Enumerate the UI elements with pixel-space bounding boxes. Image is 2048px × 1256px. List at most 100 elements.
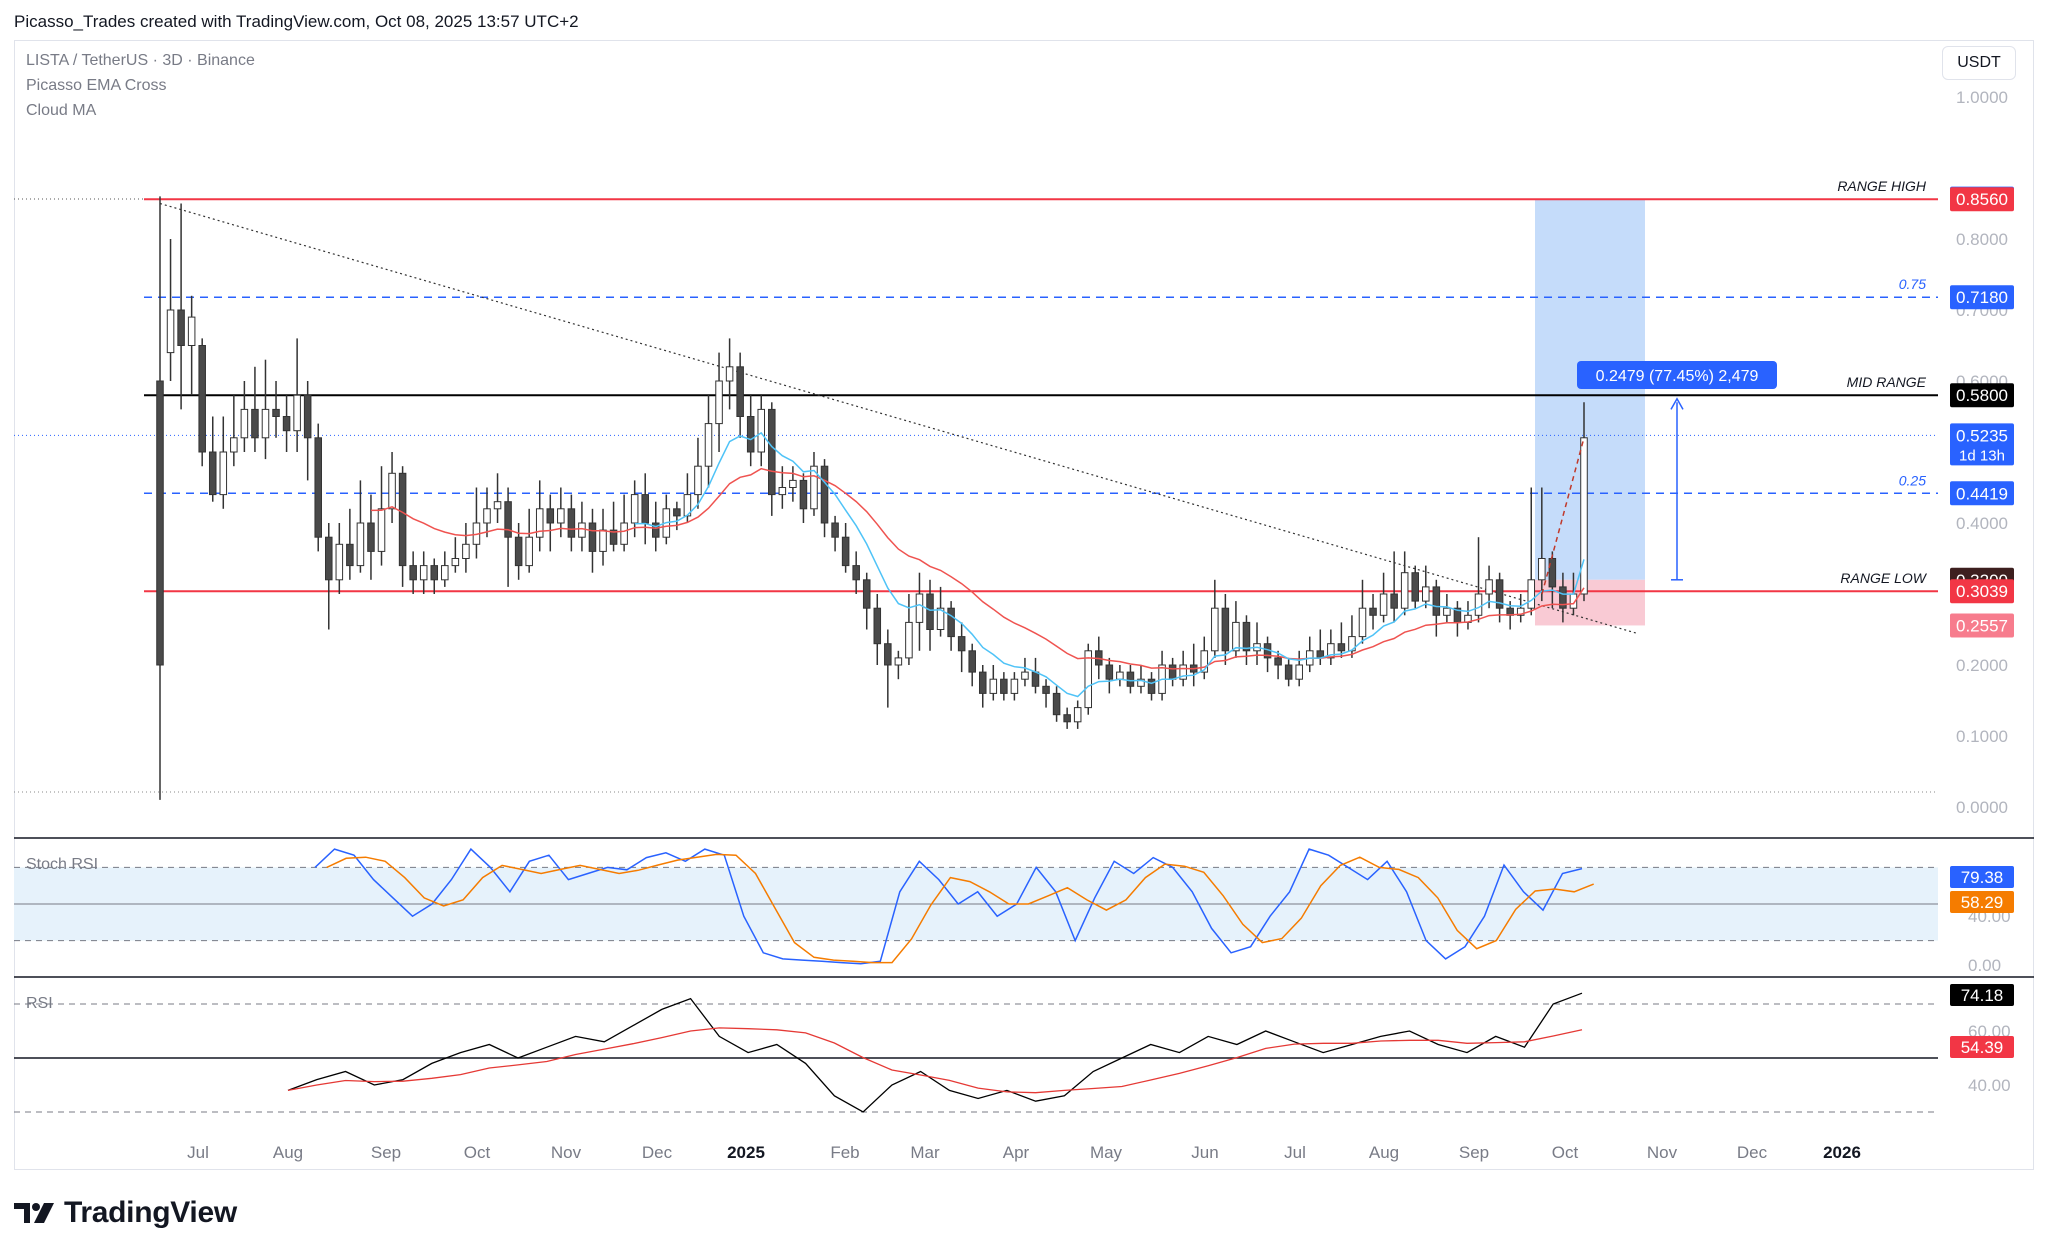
- candle-body: [441, 565, 449, 581]
- candle-body: [1137, 678, 1145, 687]
- x-tick-label: Apr: [1003, 1143, 1030, 1162]
- candle-body: [1084, 650, 1093, 709]
- candle-body: [514, 536, 523, 567]
- candle-body: [957, 636, 966, 652]
- legend-symbol[interactable]: LISTA / TetherUS · 3D · Binance: [26, 52, 255, 69]
- candle-body: [230, 437, 238, 453]
- x-tick-label: Sep: [1459, 1143, 1489, 1162]
- candle-body: [451, 558, 460, 567]
- x-tick-label: 2026: [1823, 1143, 1861, 1162]
- candle-body: [1295, 664, 1303, 680]
- candle-body: [1390, 593, 1398, 609]
- candle-body: [1274, 657, 1282, 666]
- level-label: 0.75: [1899, 276, 1926, 292]
- candle-body: [630, 494, 639, 524]
- candle-body: [1432, 586, 1441, 616]
- candle-body: [1485, 579, 1493, 595]
- x-tick-label: Nov: [551, 1143, 582, 1162]
- stoch-price-tag: [1950, 891, 2014, 913]
- x-tick-label: Feb: [830, 1143, 859, 1162]
- price-tag-label: 0.5235: [1956, 426, 2008, 445]
- candle-body: [1369, 607, 1377, 616]
- candle-body: [1284, 664, 1293, 680]
- candle-body: [1358, 607, 1367, 638]
- candle-body: [757, 408, 766, 453]
- stoch-tick: 0.00: [1968, 956, 2001, 975]
- price-tag-countdown: 1d 13h: [1959, 447, 2005, 464]
- candle-body: [1063, 714, 1071, 723]
- candle-body: [1559, 586, 1567, 609]
- price-tag: [1950, 383, 2014, 408]
- candle-body: [419, 565, 428, 581]
- price-tag: [1950, 423, 2014, 466]
- legend-indicator-ema[interactable]: Picasso EMA Cross: [26, 77, 167, 94]
- currency-button[interactable]: USDT: [1942, 46, 2016, 80]
- rsi-price-tag: [1950, 984, 2014, 1006]
- candle-body: [862, 579, 871, 609]
- x-tick-label: Oct: [464, 1143, 491, 1162]
- candle-body: [177, 309, 185, 346]
- x-tick-label: Mar: [910, 1143, 940, 1162]
- candle-body: [1042, 685, 1050, 694]
- candle-body: [1021, 671, 1029, 680]
- candle-body: [1052, 692, 1061, 716]
- candle-body: [282, 416, 291, 432]
- tradingview-logo[interactable]: TradingView: [14, 1196, 237, 1230]
- candle-body: [852, 565, 860, 581]
- candle-body: [1400, 572, 1409, 609]
- candle-body: [1073, 707, 1082, 723]
- chart-canvas[interactable]: 1.00000.80000.70000.60000.40000.20000.10…: [0, 0, 2048, 1180]
- stoch-d-line: [326, 853, 1594, 964]
- candle-body: [535, 508, 544, 538]
- stoch-k-line: [314, 847, 1583, 965]
- price-tag: [1950, 579, 2014, 604]
- candle-body: [240, 408, 249, 439]
- measure-arrow-head: [1670, 397, 1684, 410]
- x-tick-label: Oct: [1552, 1143, 1579, 1162]
- candle-body: [272, 408, 280, 417]
- candle-body: [778, 487, 787, 496]
- chart-credit: Picasso_Trades created with TradingView.…: [14, 12, 579, 31]
- measure-label: 0.2479 (77.45%) 2,479: [1596, 368, 1759, 385]
- candle-body: [588, 522, 597, 552]
- candle-body: [989, 678, 998, 694]
- x-tick-label: May: [1090, 1143, 1123, 1162]
- price-tag-label: 0.3039: [1956, 582, 2008, 601]
- candle-body: [1232, 621, 1240, 652]
- legend-indicator-cloud[interactable]: Cloud MA: [26, 102, 97, 119]
- candle-body: [926, 593, 934, 630]
- candle-body: [1126, 671, 1135, 687]
- position-stop-zone: [1535, 579, 1645, 626]
- candle-body: [325, 536, 333, 581]
- rsi-price-tag-label: 54.39: [1961, 1038, 2004, 1057]
- candle-body: [894, 657, 903, 666]
- x-tick-label: Nov: [1647, 1143, 1678, 1162]
- candle-body: [641, 494, 649, 524]
- x-tick-label: Jun: [1191, 1143, 1218, 1162]
- candle-body: [936, 607, 945, 631]
- stoch-price-tag-label: 79.38: [1961, 868, 2004, 887]
- candle-body: [409, 565, 417, 581]
- x-tick-label: Aug: [1369, 1143, 1399, 1162]
- candle-body: [978, 671, 987, 694]
- candle-body: [346, 543, 354, 567]
- candle-body: [504, 501, 512, 538]
- candle-body: [1221, 607, 1230, 652]
- price-tag: [1950, 285, 2014, 310]
- x-tick-label: Jul: [1284, 1143, 1306, 1162]
- rsi-tick: 40.00: [1968, 1076, 2011, 1095]
- candle-body: [156, 380, 164, 666]
- candle-body: [599, 529, 607, 552]
- candle-body: [968, 650, 976, 673]
- candle-body: [1580, 437, 1588, 595]
- trendline: [159, 202, 1637, 634]
- candle-body: [841, 536, 850, 567]
- candle-body: [915, 593, 924, 623]
- rsi-title: RSI: [26, 995, 53, 1012]
- ema-fast-line: [634, 431, 1585, 698]
- top-bar: Picasso_Trades created with TradingView.…: [0, 0, 2048, 40]
- stoch-price-tag: [1950, 866, 2014, 888]
- rsi-price-tag: [1950, 1036, 2014, 1058]
- candle-body: [483, 508, 491, 524]
- candle-body: [1527, 579, 1536, 609]
